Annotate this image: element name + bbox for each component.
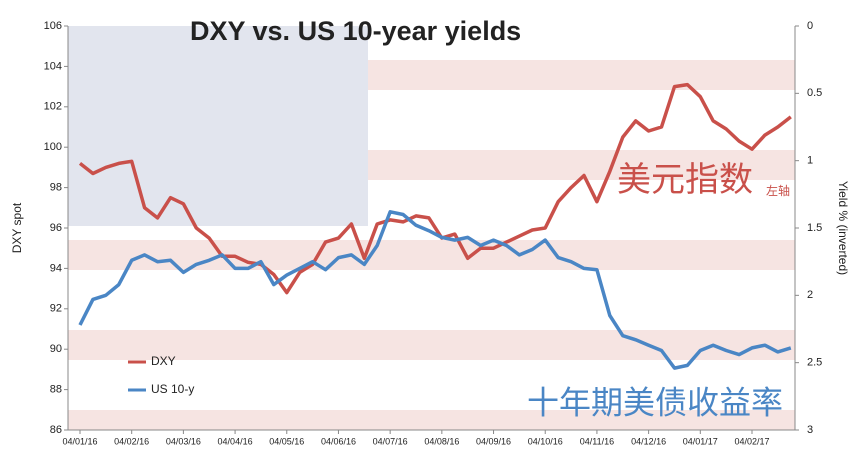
x-tick-label: 04/09/16 [476, 436, 511, 446]
annotation: 十年期美债收益率 [527, 384, 783, 420]
y-axis-label: DXY spot [10, 202, 24, 253]
x-tick-label: 04/10/16 [528, 436, 563, 446]
y-tick-label: 94 [50, 262, 62, 274]
y-tick-label: 86 [50, 424, 62, 436]
series-line [78, 82, 792, 295]
y-tick-label: 106 [44, 20, 62, 32]
x-tick-label: 04/02/17 [734, 436, 769, 446]
annotation: 左轴 [766, 183, 790, 198]
x-tick-label: 04/06/16 [321, 436, 356, 446]
y2-tick-label: 1.5 [807, 222, 822, 234]
y-tick-label: 88 [50, 384, 62, 396]
background-flag [68, 26, 795, 430]
x-tick-label: 04/04/16 [218, 436, 253, 446]
y2-tick-label: 3 [807, 424, 813, 436]
x-tick-label: 04/11/16 [580, 436, 614, 446]
legend-label: DXY [151, 354, 176, 368]
y2-tick-label: 2.5 [807, 357, 822, 369]
x-tick-label: 04/01/17 [683, 436, 718, 446]
y-tick-label: 104 [44, 60, 62, 72]
x-tick-label: 04/03/16 [166, 436, 201, 446]
x-tick-label: 04/12/16 [631, 436, 666, 446]
y-tick-label: 100 [44, 141, 62, 153]
series-line [78, 210, 792, 370]
y2-tick-label: 1 [807, 155, 813, 167]
y-tick-label: 102 [44, 101, 62, 113]
y-tick-label: 98 [50, 182, 62, 194]
x-tick-label: 04/07/16 [373, 436, 408, 446]
x-tick-label: 04/02/16 [114, 436, 149, 446]
annotation: 美元指数 [617, 161, 753, 199]
chart-title: DXY vs. US 10-year yields [190, 16, 521, 46]
x-tick-label: 04/05/16 [269, 436, 304, 446]
x-tick-label: 04/01/16 [62, 436, 97, 446]
y2-tick-label: 0 [807, 20, 813, 32]
y2-tick-label: 0.5 [807, 87, 822, 99]
y-tick-label: 96 [50, 222, 62, 234]
x-tick-label: 04/08/16 [424, 436, 459, 446]
y-tick-label: 90 [50, 343, 62, 355]
legend-label: US 10-y [151, 382, 194, 396]
y2-axis-label: Yield % (inverted) [836, 181, 850, 275]
y2-tick-label: 2 [807, 289, 813, 301]
y-tick-label: 92 [50, 303, 62, 315]
